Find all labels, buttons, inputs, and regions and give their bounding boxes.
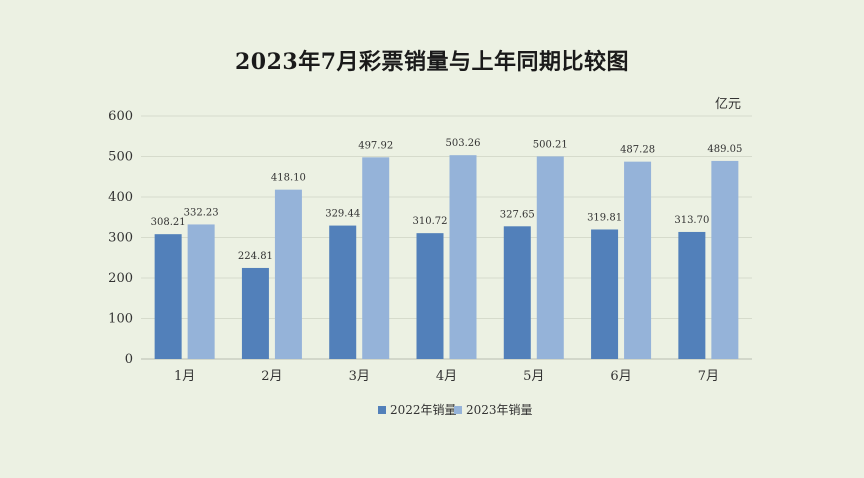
data-label: 319.81 <box>587 212 622 223</box>
bar-2022 <box>241 267 269 359</box>
data-label: 489.05 <box>707 144 742 155</box>
bar-2022 <box>678 231 706 359</box>
bar-2023 <box>624 161 652 359</box>
y-tick-label: 500 <box>108 150 133 165</box>
bar-2022 <box>591 229 619 359</box>
bar-2023 <box>711 160 739 359</box>
bar-2022 <box>416 233 444 359</box>
x-tick-label: 2月 <box>261 369 282 384</box>
bar-2022 <box>329 225 357 359</box>
chart-title: 2023年7月彩票销量与上年同期比较图 <box>234 49 630 75</box>
y-tick-label: 200 <box>108 271 133 286</box>
bar-2022 <box>154 234 182 359</box>
bar-2023 <box>274 189 302 359</box>
y-axis-unit-label: 亿元 <box>715 97 741 112</box>
bar-2023 <box>362 157 390 359</box>
legend-swatch <box>378 406 386 414</box>
data-label: 503.26 <box>446 138 481 149</box>
data-label: 487.28 <box>620 145 655 156</box>
data-label: 497.92 <box>358 140 393 151</box>
x-tick-label: 7月 <box>698 369 719 384</box>
data-label: 329.44 <box>325 209 360 220</box>
data-label: 500.21 <box>533 139 568 150</box>
y-tick-label: 100 <box>108 312 133 327</box>
y-tick-label: 400 <box>108 190 133 205</box>
x-tick-label: 4月 <box>436 369 457 384</box>
data-label: 224.81 <box>238 251 273 262</box>
legend-label: 2023年销量 <box>466 403 533 417</box>
y-tick-label: 0 <box>125 352 133 367</box>
data-label: 327.65 <box>500 209 535 220</box>
bar-2022 <box>503 226 531 359</box>
y-tick-label: 300 <box>108 231 133 246</box>
data-label: 313.70 <box>674 215 709 226</box>
data-label: 308.21 <box>151 217 186 228</box>
data-label: 332.23 <box>184 207 219 218</box>
bar-2023 <box>187 224 215 359</box>
bar-2023 <box>449 155 477 359</box>
data-label: 418.10 <box>271 173 306 184</box>
legend-label: 2022年销量 <box>390 403 457 417</box>
bar-2023 <box>536 156 564 359</box>
x-tick-label: 5月 <box>523 369 544 384</box>
data-label: 310.72 <box>413 216 448 227</box>
x-tick-label: 3月 <box>349 369 370 384</box>
x-tick-label: 1月 <box>174 369 195 384</box>
y-tick-label: 600 <box>108 109 133 124</box>
x-tick-label: 6月 <box>610 369 631 384</box>
legend-swatch <box>454 406 462 414</box>
